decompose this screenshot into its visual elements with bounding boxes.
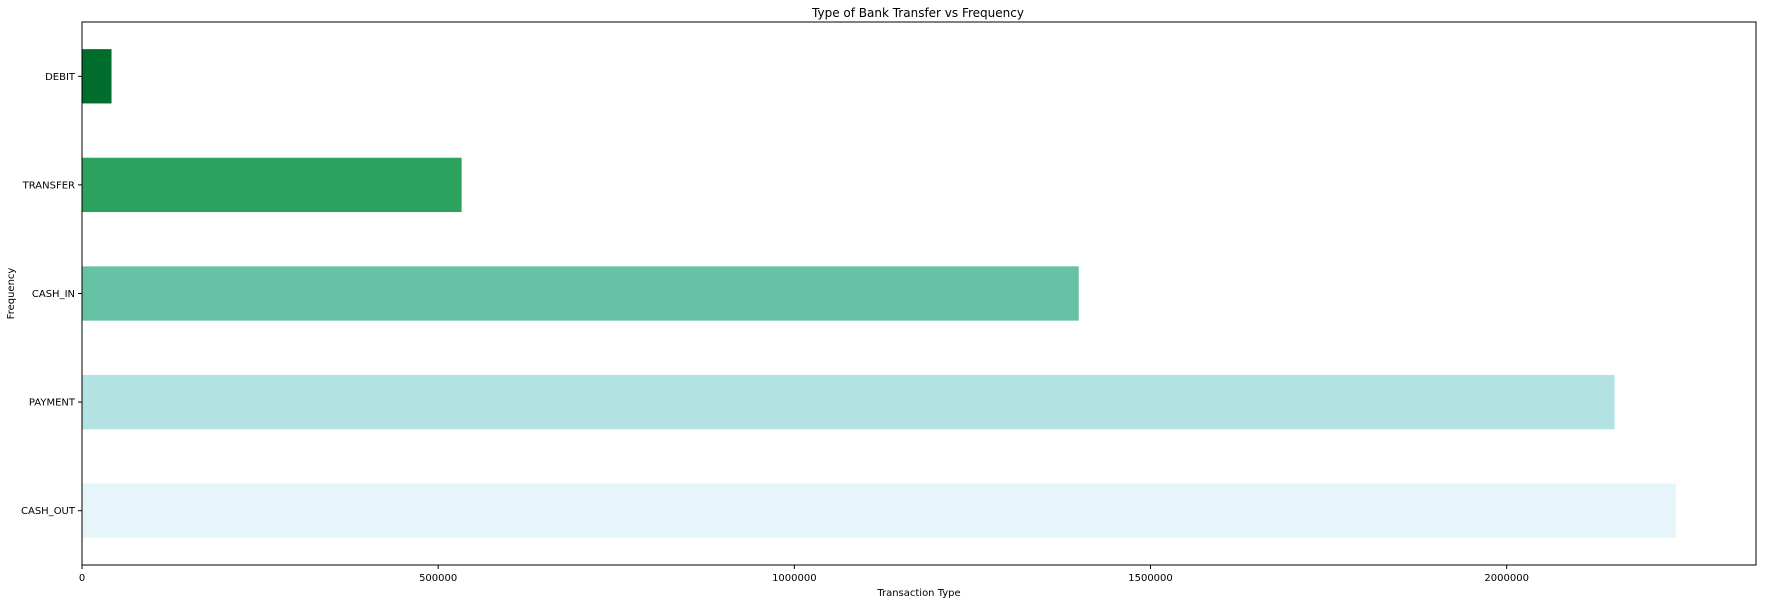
bars-group	[82, 49, 1676, 538]
bar-transfer	[82, 157, 462, 213]
x-axis-label: Transaction Type	[876, 588, 960, 599]
bar-payment	[82, 374, 1615, 430]
x-tick-label: 0	[79, 573, 85, 584]
plot-frame	[81, 21, 1757, 566]
y-tick-label: PAYMENT	[29, 398, 76, 409]
y-tick-label: TRANSFER	[22, 180, 75, 191]
x-tick-label: 500000	[419, 573, 457, 584]
y-tick-label: CASH_OUT	[21, 506, 76, 517]
bar-cash-out	[82, 483, 1676, 538]
y-tick-label: CASH_IN	[32, 289, 75, 300]
y-axis-ticks: CASH_OUT PAYMENT CASH_IN TRANSFER DEBIT	[21, 72, 82, 517]
bar-debit	[82, 49, 112, 104]
y-axis-label: Frequency	[6, 268, 17, 320]
bar-cash-in	[82, 266, 1079, 321]
y-tick-label: DEBIT	[45, 72, 76, 83]
x-tick-label: 2000000	[1484, 573, 1529, 584]
chart-title: Type of Bank Transfer vs Frequency	[811, 6, 1024, 20]
x-tick-label: 1500000	[1128, 573, 1173, 584]
x-tick-label: 1000000	[772, 573, 817, 584]
x-axis-ticks: 0 500000 1000000 1500000 2000000	[79, 565, 1529, 584]
